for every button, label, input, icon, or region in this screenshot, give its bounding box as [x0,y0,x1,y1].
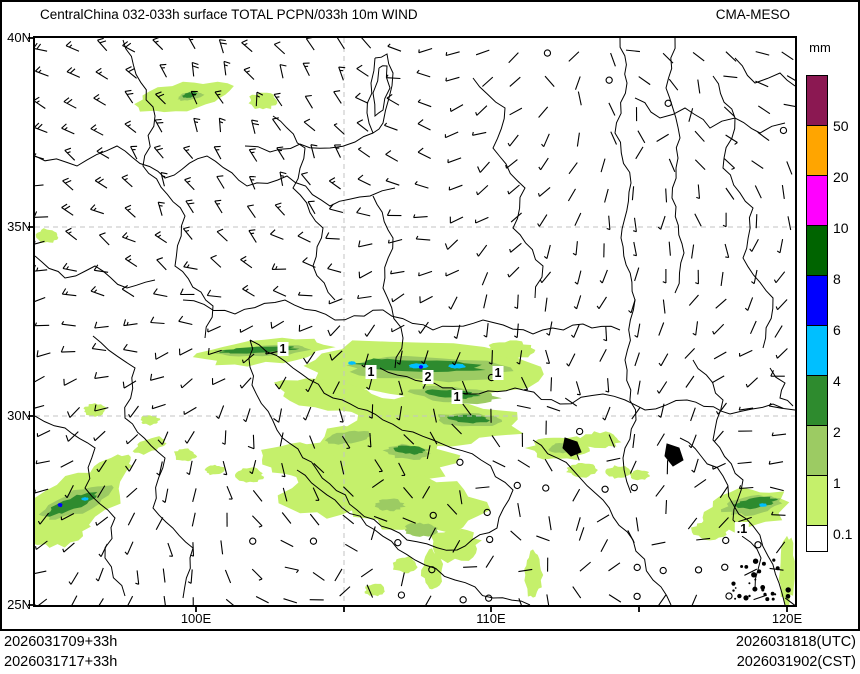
precip-blob-level-0 [140,415,161,426]
precip-blob-level-3 [81,497,89,501]
axis-ticks [28,37,788,612]
map-canvas [28,37,795,612]
precip-contour-label: 1 [277,342,289,356]
plot-border [0,0,860,631]
precip-blob-level-0 [487,340,536,359]
lat-tick-label: 35N [7,219,31,234]
lat-tick-label: 30N [7,408,31,423]
precip-blob-level-4 [418,364,424,369]
colorbar-segment [806,425,828,476]
colorbar-segment [806,125,828,176]
colorbar-tick-label: 4 [833,373,841,389]
lon-tick-label: 110E [476,611,506,626]
island-dots-layer [731,558,791,602]
precip-blob-level-0 [248,92,278,110]
footer-line: 2026031709+33h [4,634,118,650]
colorbar-tick-label: 8 [833,271,841,287]
footer-line: 2026031818(UTC) [735,634,856,650]
precip-blob-level-0 [132,436,167,455]
precip-blob-level-0 [605,465,632,479]
precip-blob-level-0 [577,431,622,449]
precip-blob-level-4 [57,502,63,508]
precip-contour-label: 1 [451,390,463,404]
precip-blob-level-3 [408,363,429,369]
lat-tick-label: 25N [7,597,31,612]
precip-blob-level-0 [173,448,198,462]
lon-tick-label: 120E [771,611,803,626]
precip-blob-level-2 [732,496,779,510]
model-name-label: CMA-MESO [715,7,790,22]
plot-title: CentralChina 032-033h surface TOTAL PCPN… [40,7,418,22]
colorbar-tick-label: 20 [833,169,849,185]
footer-line: 2026031902(CST) [736,654,856,670]
colorbar-unit-label: mm [809,40,831,55]
lon-tick-label: 100E [180,611,212,626]
precip-blob-level-2 [393,445,426,455]
colorbar-segment [806,375,828,426]
precip-blob-level-0 [392,556,418,574]
precipitation-layer [35,81,795,605]
wind-barb-layer [35,38,795,605]
precip-contour-label: 1 [365,365,377,379]
graticule-layer [35,38,795,605]
precip-blob-level-0 [261,442,345,479]
colorbar-segment [806,475,828,526]
footer-valid-times: 2026031818(UTC) 2026031902(CST) [736,632,856,672]
precip-blob-level-3 [348,361,356,366]
lake-shape [664,443,684,467]
lat-tick-label: 40N [7,30,31,45]
colorbar-tick-label: 6 [833,322,841,338]
precip-blob-level-0 [204,464,225,476]
colorbar-segment [806,175,828,226]
colorbar-tick-label: 1 [833,475,841,491]
colorbar-segment [806,75,828,126]
precip-contour-label: 1 [492,366,504,380]
map-area: 1 1 2 1 1 .1 [28,36,797,612]
precip-blob-level-0 [89,454,133,486]
precip-blob-level-0 [420,548,444,590]
precip-blob-level-3 [758,503,767,507]
precip-blob-level-3 [448,363,466,369]
footer-init-times: 2026031709+33h 2026031717+33h [4,632,117,672]
precip-blob-level-0 [234,467,265,483]
precip-blob-level-0 [524,549,544,598]
colorbar-segment [806,275,828,326]
precip-blob-level-0 [35,228,59,243]
precip-contour-label: .1 [734,522,750,536]
precip-contour-label: 2 [422,370,434,384]
precip-blob-level-0 [35,510,91,548]
colorbar-tick-label: 50 [833,118,849,134]
footer-line: 2026031717+33h [4,654,118,670]
precip-blob-level-1 [404,522,439,537]
precip-blob-level-0 [566,463,598,478]
precip-blob-level-0 [364,583,385,597]
province-boundary-layer [35,38,795,605]
precip-blob-level-1 [324,430,372,445]
precip-blob-level-0 [691,519,730,541]
precip-blob-level-0 [273,378,387,413]
precip-blob-level-0 [630,469,650,481]
colorbar [806,75,828,552]
precip-blob-level-2 [447,414,490,424]
colorbar-segment [806,325,828,376]
colorbar-segment [806,225,828,276]
colorbar-tick-label: 2 [833,424,841,440]
colorbar-tick-label: 10 [833,220,849,236]
colorbar-segment [806,525,828,552]
colorbar-tick-label: 0.1 [833,526,853,542]
precip-blob-level-0 [778,535,795,605]
precip-blob-level-1 [374,498,406,512]
